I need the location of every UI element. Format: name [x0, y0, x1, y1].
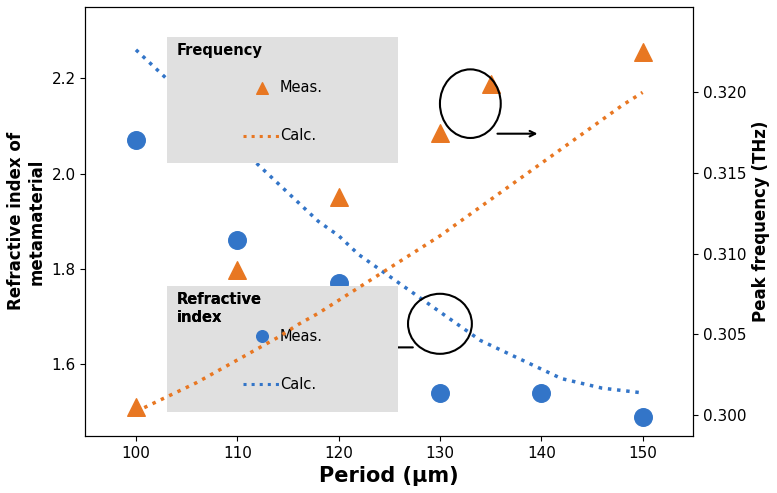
- Point: [231, 237, 243, 245]
- Point: [636, 413, 649, 421]
- Y-axis label: Refractive index of
metamaterial: Refractive index of metamaterial: [7, 132, 46, 311]
- Point: [434, 129, 446, 137]
- Point: [333, 280, 345, 287]
- Text: Frequency: Frequency: [176, 43, 263, 58]
- Point: [333, 193, 345, 201]
- Text: Meas.: Meas.: [280, 329, 322, 344]
- Point: [434, 389, 446, 397]
- Point: [484, 80, 497, 88]
- Y-axis label: Peak frequency (THz): Peak frequency (THz): [752, 121, 770, 322]
- Text: Refractive
index: Refractive index: [176, 292, 262, 324]
- Point: [231, 266, 243, 274]
- Point: [130, 137, 142, 144]
- Point: [130, 403, 142, 411]
- Text: Refractive
index: Refractive index: [176, 292, 262, 324]
- X-axis label: Period (μm): Period (μm): [319, 466, 459, 486]
- Text: Meas.: Meas.: [280, 80, 322, 95]
- Text: Calc.: Calc.: [280, 377, 316, 392]
- Text: Calc.: Calc.: [280, 128, 316, 143]
- Point: [535, 389, 548, 397]
- FancyBboxPatch shape: [167, 37, 399, 164]
- FancyBboxPatch shape: [167, 285, 399, 412]
- Point: [636, 48, 649, 56]
